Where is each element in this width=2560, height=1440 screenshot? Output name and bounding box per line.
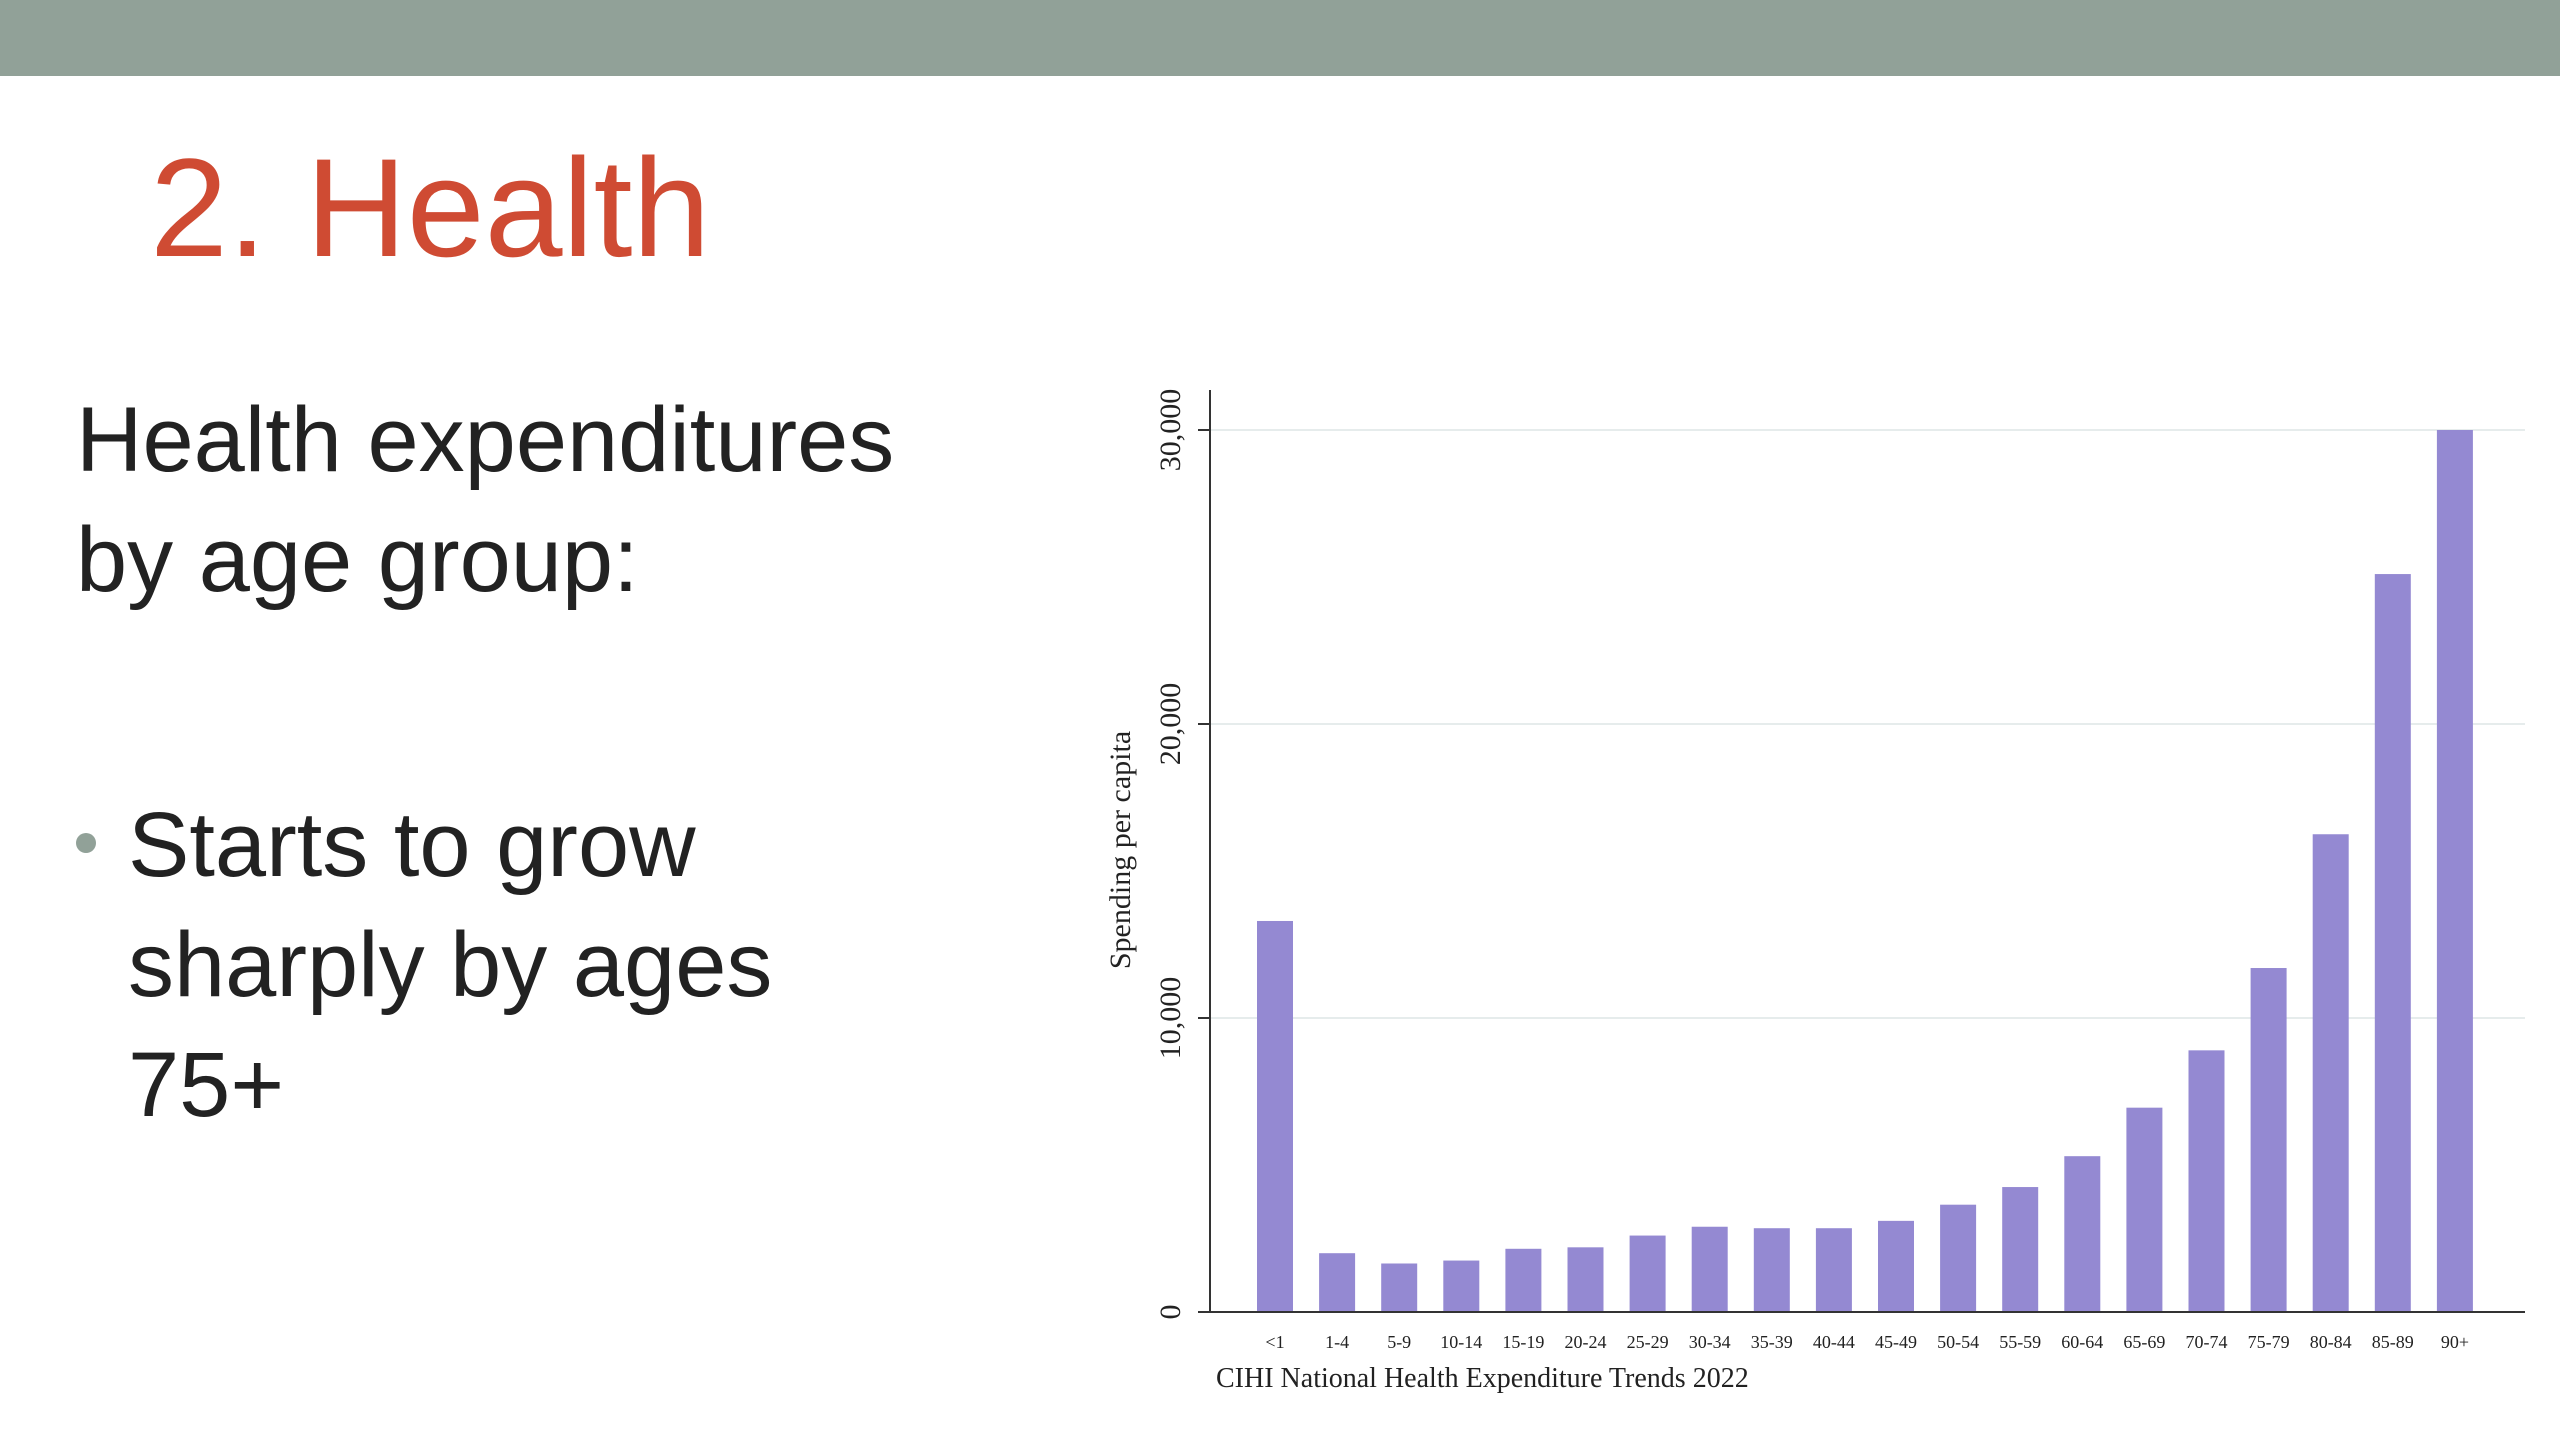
intro-text: Health expenditures by age group: bbox=[76, 380, 1056, 620]
bar bbox=[2002, 1187, 2039, 1312]
bullet-line-2: sharply by ages bbox=[128, 914, 773, 1016]
y-tick-label: 30,000 bbox=[1154, 389, 1187, 472]
x-tick-label: 30-34 bbox=[1689, 1332, 1731, 1352]
y-tick-label: 20,000 bbox=[1154, 683, 1187, 766]
x-tick-label: 40-44 bbox=[1813, 1332, 1855, 1352]
source-note: CIHI National Health Expenditure Trends … bbox=[1216, 1363, 1749, 1394]
top-band bbox=[0, 0, 2560, 76]
bar bbox=[1505, 1248, 1542, 1312]
bar bbox=[2188, 1050, 2225, 1312]
bullet-line-1: Starts to grow bbox=[128, 794, 696, 896]
x-tick-label: 35-39 bbox=[1751, 1332, 1793, 1352]
intro-line-2: by age group: bbox=[76, 509, 639, 611]
bullet-dot-icon bbox=[76, 833, 96, 853]
bar bbox=[1753, 1228, 1790, 1312]
y-tick-label: 10,000 bbox=[1154, 977, 1187, 1060]
x-tick-label: 75-79 bbox=[2248, 1332, 2290, 1352]
slide-title: 2. Health bbox=[150, 129, 711, 286]
bar bbox=[1878, 1220, 1914, 1312]
x-tick-label: <1 bbox=[1265, 1332, 1284, 1352]
y-tick-label: 0 bbox=[1154, 1305, 1187, 1320]
bars bbox=[1257, 430, 2473, 1312]
y-tick-labels: 0 10,000 20,000 30,000 bbox=[1154, 389, 1210, 1320]
x-tick-label: 85-89 bbox=[2372, 1332, 2414, 1352]
bullet-text: Starts to grow sharply by ages 75+ bbox=[128, 785, 978, 1145]
y-axis-label: Spending per capita bbox=[1104, 731, 1137, 969]
bar bbox=[1815, 1228, 1852, 1312]
x-tick-label: 15-19 bbox=[1502, 1332, 1544, 1352]
x-tick-label: 55-59 bbox=[1999, 1332, 2041, 1352]
x-tick-label: 45-49 bbox=[1875, 1332, 1917, 1352]
x-tick-labels: <1 1-4 5-9 10-14 15-19 20-24 25-29 30-34 35-39 40… bbox=[1265, 1332, 2469, 1352]
bar bbox=[1940, 1204, 1977, 1312]
x-tick-label: 90+ bbox=[2441, 1332, 2469, 1352]
bar bbox=[1257, 920, 1293, 1312]
bar bbox=[2250, 968, 2287, 1312]
bar bbox=[2126, 1107, 2163, 1312]
bar bbox=[2064, 1156, 2101, 1312]
x-tick-label: 60-64 bbox=[2061, 1332, 2103, 1352]
bar-chart: 0 10,000 20,000 30,000 <1 1-4 5-9 10-14 15-19 20… bbox=[1104, 389, 2525, 1394]
bar bbox=[1567, 1247, 1604, 1312]
x-tick-label: 20-24 bbox=[1565, 1332, 1607, 1352]
bar bbox=[1629, 1235, 1666, 1312]
bar bbox=[2374, 574, 2411, 1312]
x-tick-label: 70-74 bbox=[2186, 1332, 2228, 1352]
intro-line-1: Health expenditures bbox=[76, 389, 895, 491]
bar bbox=[1443, 1260, 1480, 1312]
x-tick-label: 25-29 bbox=[1627, 1332, 1669, 1352]
grid-lines bbox=[1210, 429, 2525, 1019]
bar bbox=[2436, 430, 2473, 1312]
bullet-line-3: 75+ bbox=[128, 1034, 285, 1136]
x-tick-label: 10-14 bbox=[1440, 1332, 1482, 1352]
x-tick-label: 5-9 bbox=[1387, 1332, 1411, 1352]
x-tick-label: 65-69 bbox=[2123, 1332, 2165, 1352]
bar bbox=[1319, 1253, 1356, 1312]
bar bbox=[1691, 1226, 1728, 1312]
x-tick-label: 50-54 bbox=[1937, 1332, 1979, 1352]
x-tick-label: 1-4 bbox=[1325, 1332, 1349, 1352]
bar bbox=[2312, 834, 2349, 1312]
bar bbox=[1381, 1263, 1418, 1312]
x-tick-label: 80-84 bbox=[2310, 1332, 2352, 1352]
